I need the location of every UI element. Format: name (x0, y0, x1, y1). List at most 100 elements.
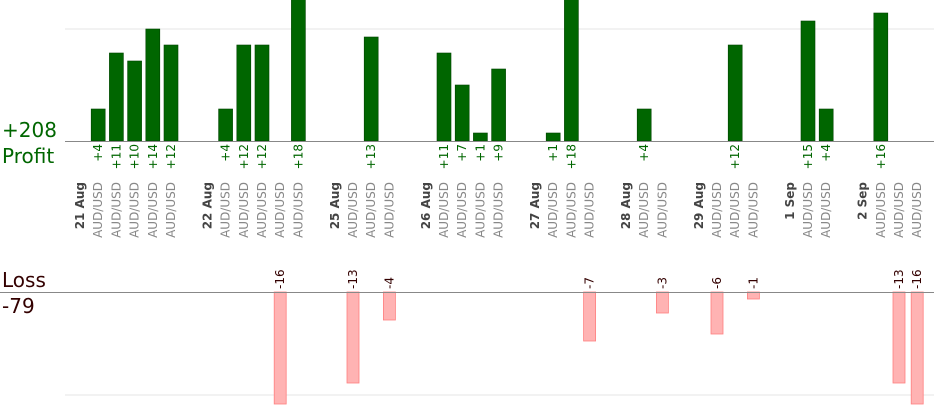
profit-bar (473, 132, 488, 142)
profit-bar (454, 84, 470, 142)
profit-value-label: +14 (146, 144, 160, 169)
pair-tick-label: AUD/USD (273, 182, 287, 238)
loss-value-label: -6 (710, 277, 724, 289)
pair-tick-label: AUD/USD (910, 182, 924, 238)
loss-bar (346, 291, 360, 384)
loss-label: Loss (2, 268, 46, 292)
loss-value-label: -16 (910, 269, 924, 289)
pair-tick-label: AUD/USD (473, 182, 487, 238)
date-tick-label: 21 Aug (73, 182, 87, 229)
pair-tick-label: AUD/USD (546, 182, 560, 238)
profit-value-label: +12 (164, 144, 178, 169)
loss-bars (273, 291, 924, 405)
date-tick-label: 25 Aug (328, 182, 342, 229)
profit-value-label: +18 (291, 144, 305, 169)
pair-tick-label: AUD/USD (801, 182, 815, 238)
profit-bar (436, 52, 452, 142)
profit-value-label: +15 (801, 144, 815, 169)
profit-bar (545, 132, 561, 142)
profit-label: Profit (2, 144, 55, 168)
profit-bar (636, 108, 652, 142)
loss-value-label: -13 (892, 269, 906, 289)
loss-bar (382, 291, 396, 321)
profit-value-label: +9 (492, 144, 506, 162)
loss-bar (910, 291, 924, 405)
pair-tick-label: AUD/USD (146, 182, 160, 238)
pair-tick-label: AUD/USD (637, 182, 651, 238)
profit-bar (163, 44, 179, 142)
profit-value-label: +12 (237, 144, 251, 169)
profit-bar (236, 44, 252, 142)
loss-bar (747, 291, 760, 300)
profit-bar (818, 108, 834, 142)
pair-tick-label: AUD/USD (237, 182, 251, 238)
profit-value-label: +7 (455, 144, 469, 162)
date-tick-label: 27 Aug (528, 182, 542, 229)
loss-value-label: -7 (583, 277, 597, 289)
pair-tick-label: AUD/USD (382, 182, 396, 238)
loss-bar (892, 291, 906, 384)
profit-bars (90, 0, 889, 142)
loss-value-label: -13 (346, 269, 360, 289)
date-tick-label: 28 Aug (619, 182, 633, 229)
profit-value-label: +1 (473, 144, 487, 162)
pair-tick-label: AUD/USD (255, 182, 269, 238)
pair-tick-label: AUD/USD (91, 182, 105, 238)
date-tick-label: 22 Aug (200, 182, 214, 229)
date-tick-label: 29 Aug (692, 182, 706, 229)
profit-value-label: +1 (546, 144, 560, 162)
profit-bar (800, 20, 816, 142)
pair-tick-label: AUD/USD (219, 182, 233, 238)
profit-value-label: +16 (874, 144, 888, 169)
value-labels: +4 +11 +10 +14 +12 +4 +12 +12 -16 +18 -13 +13 -4 +11 +… (91, 144, 924, 289)
profit-value-label: +4 (219, 144, 233, 162)
grid-lines (65, 28, 934, 396)
profit-bar (491, 68, 506, 142)
pair-tick-label: AUD/USD (655, 182, 669, 238)
profit-bar (90, 108, 106, 142)
profit-bar (363, 36, 379, 142)
date-tick-label: 26 Aug (419, 182, 433, 229)
pair-tick-label: AUD/USD (564, 182, 578, 238)
profit-value-label: +12 (728, 144, 742, 169)
profit-value-label: +11 (437, 144, 451, 169)
loss-value-label: -3 (655, 277, 669, 289)
profit-value-label: +4 (637, 144, 651, 162)
profit-bar (109, 52, 124, 142)
profit-value-label: +4 (819, 144, 833, 162)
profit-total: +208 (2, 118, 57, 142)
profit-bar (218, 108, 233, 142)
pair-tick-label: AUD/USD (164, 182, 178, 238)
pair-tick-label: AUD/USD (346, 182, 360, 238)
axes (0, 141, 934, 293)
profit-bar (127, 60, 142, 142)
pair-tick-label: AUD/USD (364, 182, 378, 238)
profit-bar (145, 28, 161, 142)
pair-tick-label: AUD/USD (455, 182, 469, 238)
profit-bar (873, 12, 889, 142)
pair-tick-label: AUD/USD (874, 182, 888, 238)
loss-bar (656, 291, 669, 314)
profit-value-label: +10 (128, 144, 142, 169)
pair-tick-label: AUD/USD (710, 182, 724, 238)
date-tick-label: 2 Sep (856, 182, 870, 220)
profit-value-label: +11 (109, 144, 123, 169)
profit-bar (727, 44, 743, 142)
pair-tick-label: AUD/USD (128, 182, 142, 238)
pair-tick-label: AUD/USD (109, 182, 123, 238)
profit-bar (291, 0, 306, 142)
loss-bar (273, 291, 287, 405)
loss-value-label: -1 (746, 277, 760, 289)
profit-value-label: +4 (91, 144, 105, 162)
pair-tick-label: AUD/USD (728, 182, 742, 238)
pair-tick-label: AUD/USD (746, 182, 760, 238)
profit-bar (254, 44, 270, 142)
loss-value-label: -4 (382, 277, 396, 289)
profit-value-label: +13 (364, 144, 378, 169)
pair-tick-label: AUD/USD (492, 182, 506, 238)
loss-bar (710, 291, 724, 335)
pair-tick-label: AUD/USD (892, 182, 906, 238)
profit-value-label: +12 (255, 144, 269, 169)
loss-total: -79 (2, 294, 35, 318)
